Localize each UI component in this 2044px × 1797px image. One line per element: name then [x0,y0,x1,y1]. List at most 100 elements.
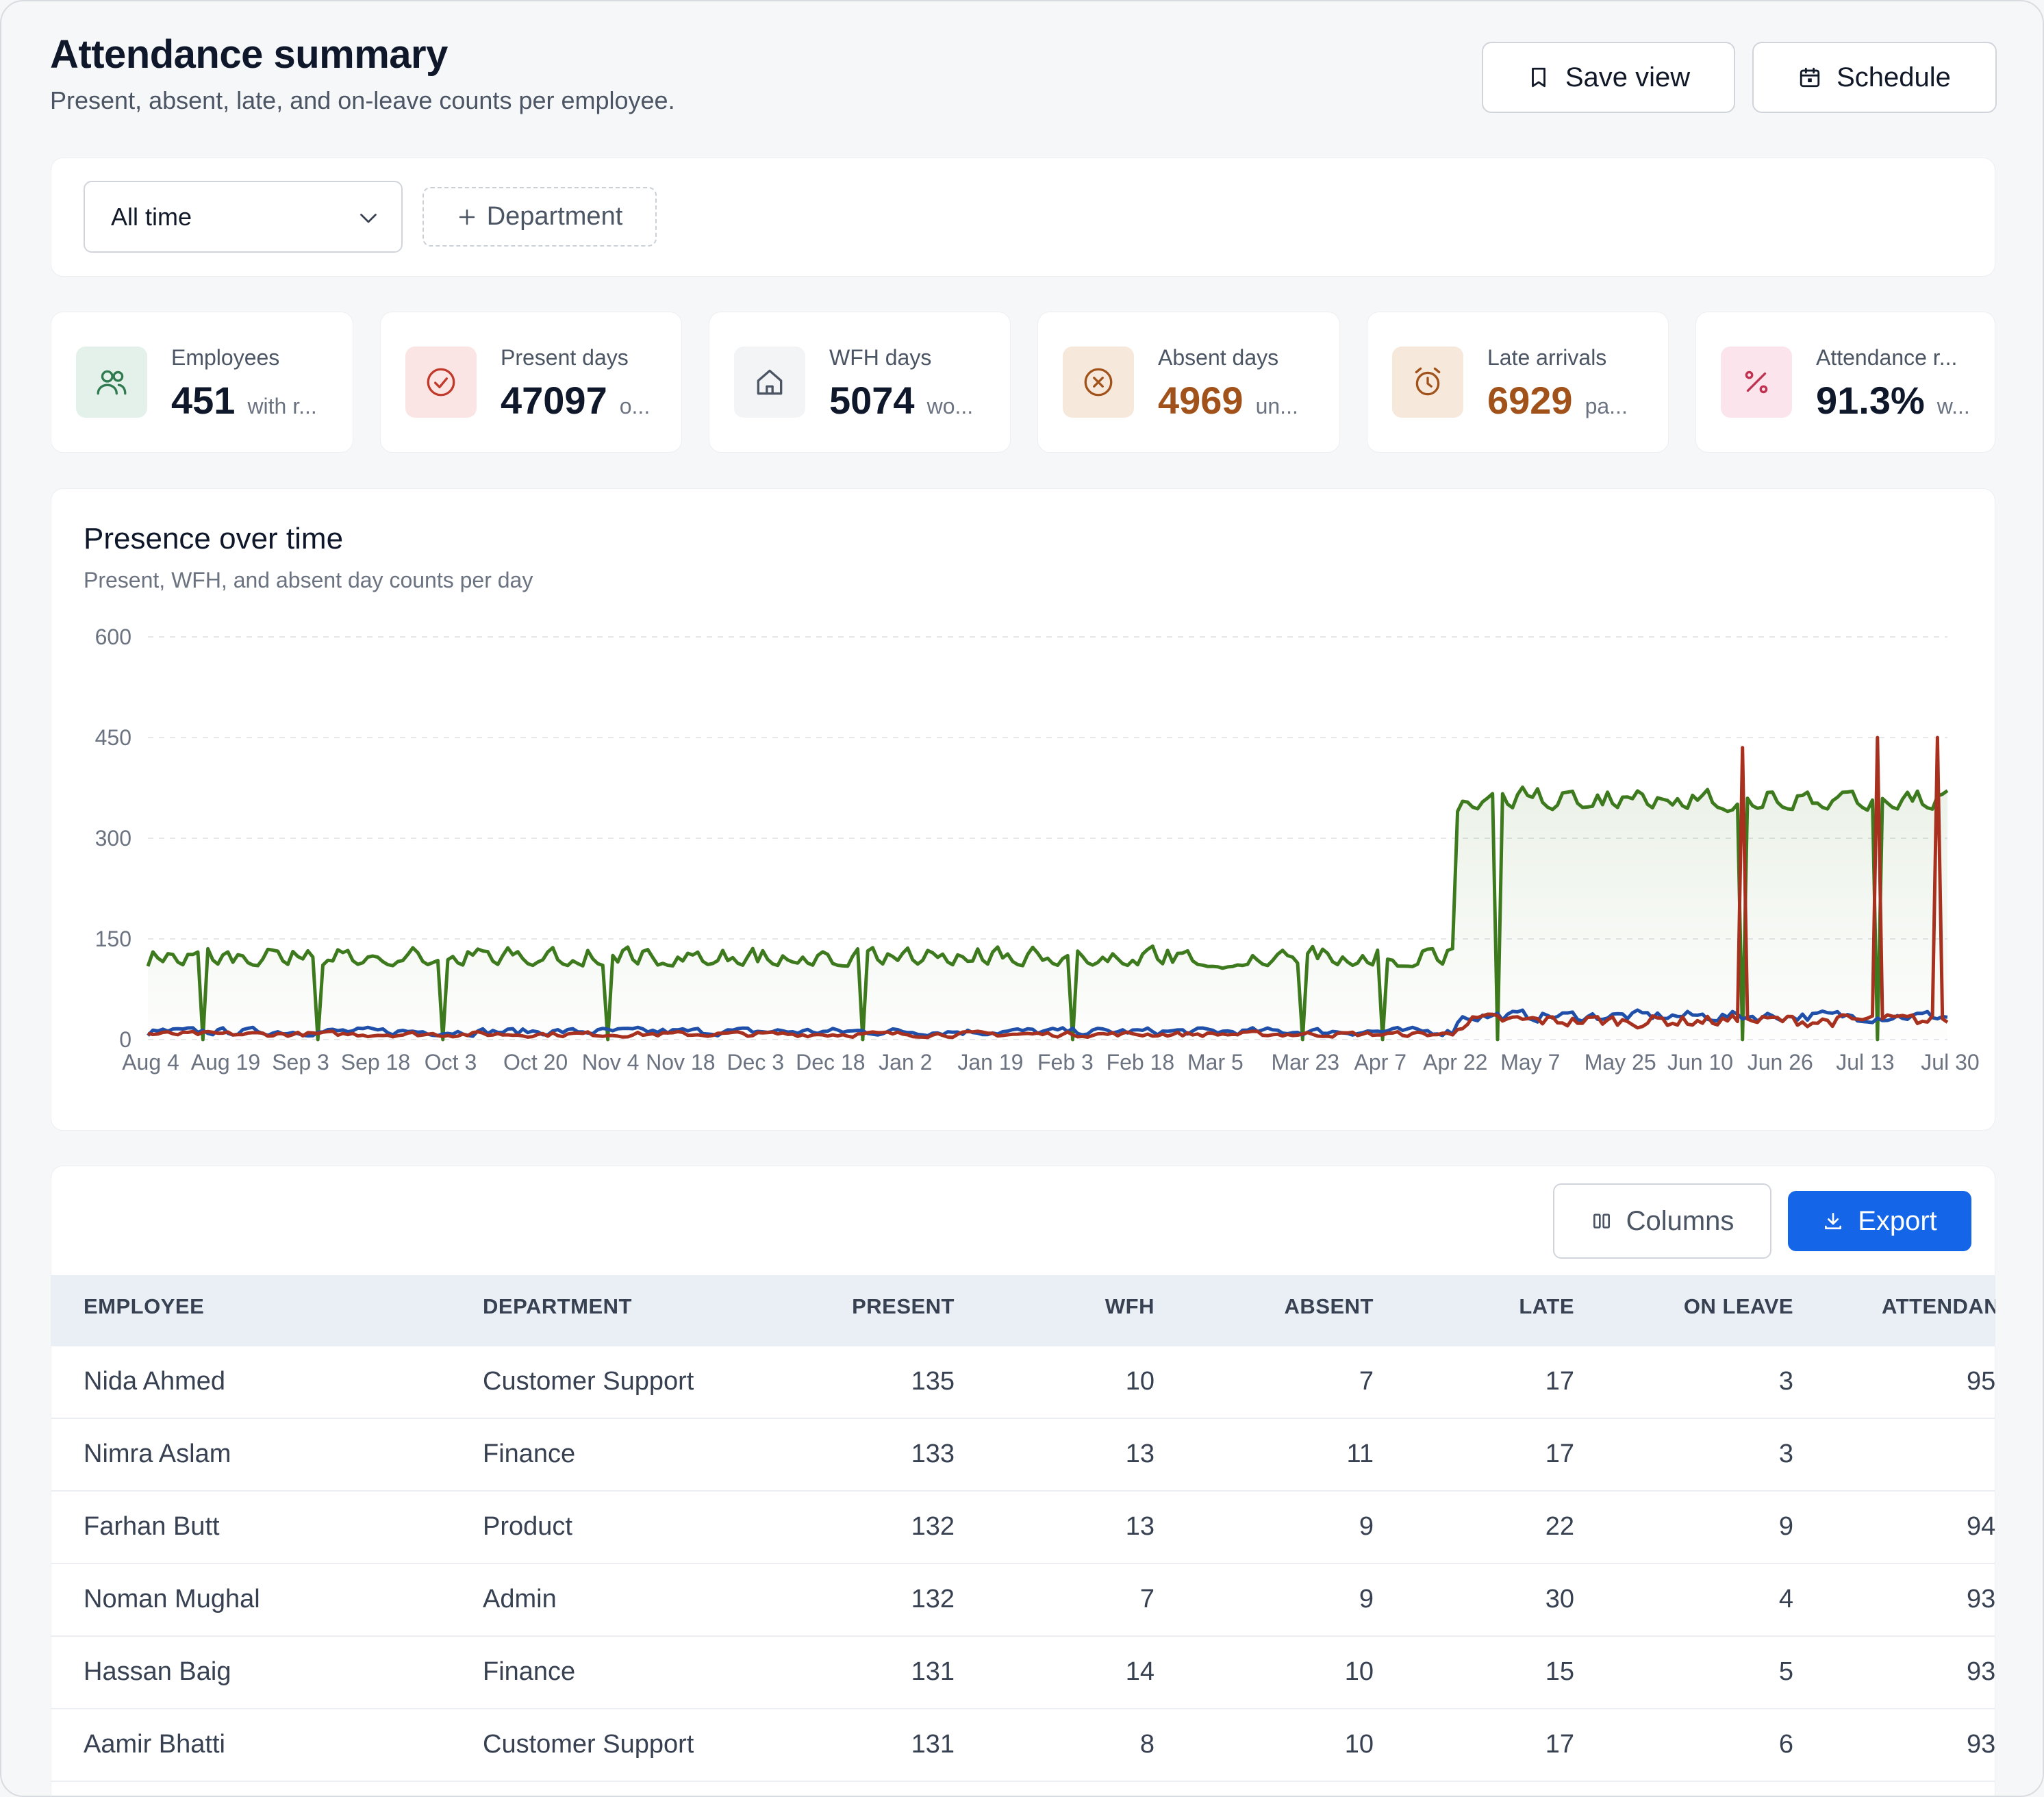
x-tick-label: Jan 2 [879,1050,932,1075]
cell-wfh: 13 [1125,1440,1155,1468]
cell-department: Customer Support [483,1367,694,1396]
stat-icon-box [76,347,147,418]
x-tick-label: Jul 13 [1836,1050,1894,1075]
cell-absent: 9 [1359,1512,1374,1541]
y-tick-label: 450 [95,725,131,750]
cell-wfh: 13 [1125,1512,1155,1541]
y-tick-label: 0 [119,1027,131,1052]
period-select[interactable]: All time [84,181,403,253]
table-card [51,1166,1995,1796]
export-label: Export [1858,1205,1937,1236]
stat-label: Late arrivals [1487,345,1607,370]
x-tick-label: Apr 7 [1354,1050,1406,1075]
save-view-label: Save view [1565,62,1691,92]
table-row[interactable] [51,1709,1995,1782]
stat-number: 4969 [1158,379,1244,422]
save-view-button[interactable]: Save view [1482,42,1735,113]
cell-attendance: 93 [1967,1585,1995,1613]
table-row[interactable] [51,1419,1995,1492]
x-tick-label: May 25 [1585,1050,1656,1075]
stat-card-absent-days: Absent days 4969 un... [1037,312,1340,453]
cell-department: Customer Support [483,1730,694,1759]
x-tick-label: Mar 5 [1187,1050,1244,1075]
table-row[interactable] [51,1637,1995,1709]
stat-icon-box [1392,347,1463,418]
cell-present: 133 [911,1440,955,1468]
cell-on-leave: 6 [1778,1730,1793,1759]
download-icon [1825,1213,1842,1229]
cell-employee: Nida Ahmed [84,1367,226,1396]
column-header-employee[interactable]: EMPLOYEE [84,1294,205,1318]
cell-wfh: 10 [1125,1367,1155,1396]
columns-button[interactable]: Columns [1553,1183,1771,1259]
column-header-absent[interactable]: ABSENT [1284,1294,1374,1318]
stat-note: pa... [1585,394,1628,418]
columns-label: Columns [1626,1205,1734,1236]
column-header-attendan[interactable]: ATTENDAN [1882,1294,1995,1318]
stat-card-late-arrivals: Late arrivals 6929 pa... [1367,312,1669,453]
column-header-present[interactable]: PRESENT [852,1294,955,1318]
cell-attendance: 95 [1967,1367,1995,1396]
x-tick-label: Oct 20 [503,1050,568,1075]
cell-absent: 11 [1346,1440,1374,1468]
cell-on-leave: 4 [1778,1585,1793,1613]
cell-employee: Farhan Butt [84,1512,220,1541]
series-area-present [148,787,1947,1040]
stat-note: un... [1255,394,1298,418]
add-department-filter-button[interactable]: Department [422,187,657,247]
table-row[interactable] [51,1564,1995,1637]
users-icon [97,370,127,395]
stat-value: 91.3% w... [1816,378,1970,423]
stat-value: 451 with r... [171,378,317,423]
cell-late: 22 [1545,1512,1574,1541]
table-row[interactable] [51,1492,1995,1564]
stat-label: Absent days [1158,345,1279,370]
x-tick-label: Jan 19 [957,1050,1023,1075]
stat-value: 6929 pa... [1487,378,1628,423]
cell-absent: 10 [1344,1730,1374,1759]
cell-wfh: 7 [1139,1585,1155,1613]
page-subtitle: Present, absent, late, and on-leave coun… [50,86,675,114]
series-line-wfh [147,1008,1948,1038]
table-row[interactable] [51,1346,1995,1419]
x-tick-label: Jun 10 [1667,1050,1733,1075]
cell-on-leave: 3 [1778,1440,1793,1468]
export-button[interactable]: Export [1788,1191,1971,1251]
stat-label: Attendance r... [1816,345,1958,370]
bookmark-icon [1531,67,1545,88]
cell-present: 135 [911,1367,955,1396]
percent-icon [1745,370,1768,394]
chart-title: Presence over time [84,522,344,555]
cell-late: 17 [1545,1367,1574,1396]
stat-icon-box [405,347,477,418]
column-header-late[interactable]: LATE [1519,1294,1574,1318]
stat-note: o... [619,394,651,418]
cell-on-leave: 5 [1778,1657,1793,1686]
x-tick-label: Jun 26 [1748,1050,1813,1075]
stat-value: 4969 un... [1158,378,1298,423]
cell-present: 132 [911,1512,955,1541]
schedule-button[interactable]: Schedule [1752,42,1997,113]
stat-card-wfh-days: WFH days 5074 wo... [709,312,1011,453]
stat-number: 91.3% [1816,379,1925,422]
cell-wfh: 8 [1139,1730,1155,1759]
cell-department: Finance [483,1657,576,1686]
cell-department: Finance [483,1440,576,1468]
x-tick-label: Aug 4 [122,1050,179,1075]
stat-value: 5074 wo... [829,378,973,423]
cell-attendance: 93 [1967,1730,1995,1759]
column-header-department[interactable]: DEPARTMENT [483,1294,632,1318]
stat-note: w... [1936,394,1970,418]
stat-icon-box [734,347,805,418]
cell-present: 131 [911,1657,955,1686]
column-header-wfh[interactable]: WFH [1105,1294,1155,1318]
x-tick-label: Nov 18 [646,1050,715,1075]
cell-attendance: 93 [1967,1657,1995,1686]
plus-icon [459,209,475,225]
column-header-on-leave[interactable]: ON LEAVE [1683,1294,1793,1318]
table-header [51,1275,1995,1346]
cell-late: 15 [1545,1657,1574,1686]
cell-department: Product [483,1512,572,1541]
cell-late: 17 [1545,1440,1574,1468]
